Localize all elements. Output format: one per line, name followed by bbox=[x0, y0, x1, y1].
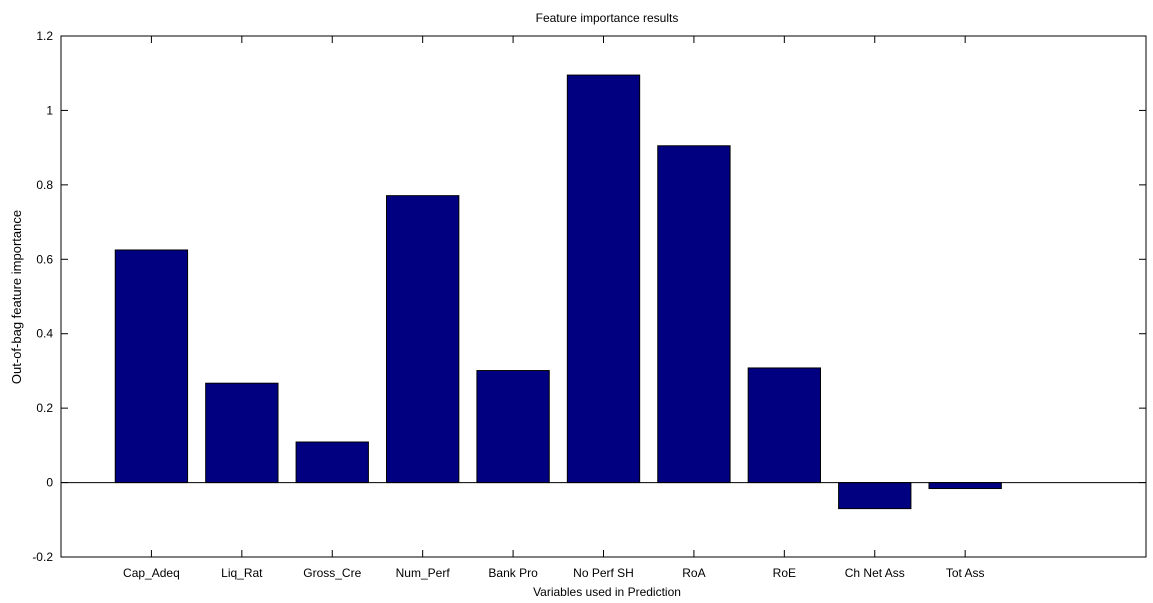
y-tick-labels: -0.2 0 0.2 0.4 0.6 0.8 1 1.2 bbox=[32, 29, 53, 564]
bar-bank-pro bbox=[476, 370, 550, 484]
bar-gross-cre bbox=[295, 441, 369, 484]
y-tick-label: 0.8 bbox=[36, 178, 53, 192]
y-tick-label: 0.6 bbox=[36, 252, 53, 266]
bar-ch-net-ass bbox=[838, 482, 912, 510]
x-tick-label: Gross_Cre bbox=[303, 566, 361, 580]
x-tick-label: RoA bbox=[682, 566, 705, 580]
x-tick-labels: Cap_Adeq Liq_Rat Gross_Cre Num_Perf Bank Pro… bbox=[123, 566, 984, 580]
x-tick-label: Cap_Adeq bbox=[123, 566, 180, 580]
y-tick-label: 0.2 bbox=[36, 401, 53, 415]
bar-tot-ass bbox=[928, 482, 1002, 490]
x-tick-label: No Perf SH bbox=[573, 566, 634, 580]
bar-num-perf bbox=[386, 195, 460, 484]
y-tick-label: 0 bbox=[46, 476, 53, 490]
x-tick-label: Ch Net Ass bbox=[845, 566, 905, 580]
bar-no-perf-sh bbox=[566, 74, 641, 484]
bar-cap-adeq bbox=[114, 249, 189, 484]
bar-roe bbox=[747, 367, 822, 484]
x-axis-label: Variables used in Prediction bbox=[533, 585, 681, 599]
bar-roa bbox=[657, 145, 731, 484]
y-tick-label: 0.4 bbox=[36, 327, 53, 341]
x-tick-label: Tot Ass bbox=[946, 566, 985, 580]
x-tick-label: Liq_Rat bbox=[221, 566, 263, 580]
x-tick-label: RoE bbox=[773, 566, 796, 580]
y-tick-label: -0.2 bbox=[32, 550, 53, 564]
chart-title: Feature importance results bbox=[536, 11, 679, 25]
x-tick-label: Num_Perf bbox=[396, 566, 451, 580]
y-tick-label: 1 bbox=[46, 103, 53, 117]
y-tick-label: 1.2 bbox=[36, 29, 53, 43]
bars bbox=[114, 74, 1002, 510]
bar-liq-rat bbox=[205, 382, 279, 484]
axis-ticks bbox=[61, 35, 1146, 558]
y-axis-label: Out-of-bag feature importance bbox=[9, 210, 24, 384]
x-tick-label: Bank Pro bbox=[488, 566, 538, 580]
